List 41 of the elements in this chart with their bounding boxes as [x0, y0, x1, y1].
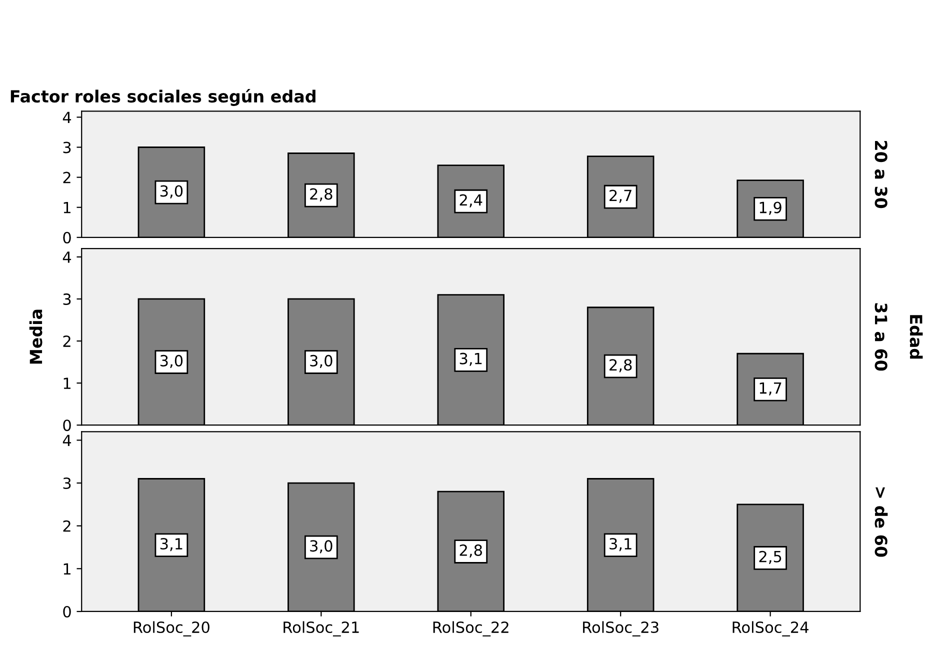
y-tick-label: 2 [63, 172, 70, 184]
y-tick-label: 0 [63, 420, 71, 432]
data-label: 2,8 [610, 359, 632, 372]
y-tick-label: 2 [63, 520, 70, 532]
data-label: 2,8 [460, 544, 482, 558]
y-tick-label: 3 [63, 477, 71, 490]
y-tick-label: 4 [62, 252, 72, 263]
data-label: 2,8 [310, 188, 332, 202]
data-label: 3,0 [310, 540, 332, 554]
y-tick-label: 3 [63, 293, 71, 305]
data-label: 3,0 [310, 354, 332, 368]
y-tick-label: 3 [63, 142, 71, 154]
data-label: 1,9 [760, 202, 782, 215]
data-label: 3,0 [160, 354, 183, 368]
data-label: 3,1 [610, 538, 632, 552]
x-tick-label: RolSoc_24 [732, 621, 808, 636]
x-tick-label: RolSoc_20 [134, 621, 210, 636]
text: 31 a 60 [874, 303, 888, 371]
y-tick-label: 4 [62, 434, 72, 446]
data-label: 2,4 [460, 194, 482, 208]
y-tick-label: 1 [64, 563, 70, 574]
data-label: 2,7 [610, 190, 632, 203]
y-tick-label: 4 [62, 112, 72, 123]
text: 20 a 30 [874, 140, 888, 208]
y-tick-label: 0 [63, 232, 71, 244]
data-label: 1,7 [760, 382, 782, 396]
x-tick-label: RolSoc_23 [583, 621, 658, 636]
y-tick-label: 1 [64, 378, 70, 389]
text: > de 60 [874, 487, 888, 557]
y-axis-title: Media [29, 310, 42, 364]
y-tick-label: 1 [64, 202, 70, 214]
data-label: 3,0 [160, 185, 183, 198]
data-label: 3,1 [160, 538, 182, 552]
text: Edad [910, 315, 923, 359]
x-tick-label: RolSoc_22 [433, 621, 508, 636]
chart-title: Factor roles sociales según edad [10, 89, 316, 106]
x-tick-label: RolSoc_21 [284, 621, 359, 636]
y-tick-label: 0 [63, 606, 71, 618]
y-tick-label: 2 [63, 335, 70, 347]
data-label: 3,1 [460, 352, 482, 366]
data-label: 2,5 [759, 550, 782, 564]
